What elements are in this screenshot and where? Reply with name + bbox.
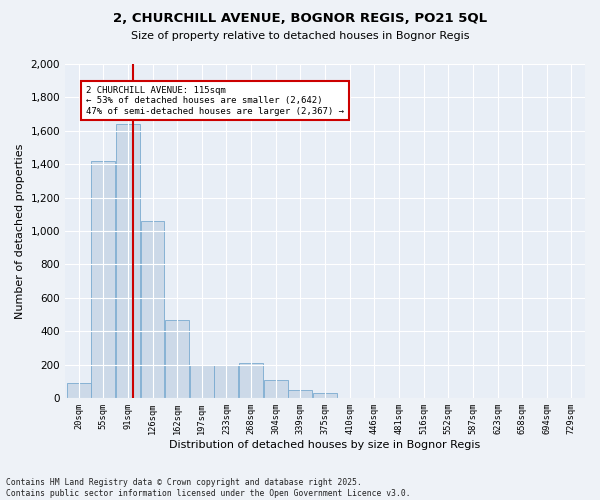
- Bar: [116, 124, 140, 398]
- Bar: [239, 363, 263, 398]
- Bar: [165, 320, 189, 398]
- Bar: [264, 380, 287, 398]
- Bar: [140, 221, 164, 398]
- Text: 2 CHURCHILL AVENUE: 115sqm
← 53% of detached houses are smaller (2,642)
47% of s: 2 CHURCHILL AVENUE: 115sqm ← 53% of deta…: [86, 86, 344, 116]
- Text: Contains HM Land Registry data © Crown copyright and database right 2025.
Contai: Contains HM Land Registry data © Crown c…: [6, 478, 410, 498]
- Text: Size of property relative to detached houses in Bognor Regis: Size of property relative to detached ho…: [131, 31, 469, 41]
- Bar: [214, 364, 238, 398]
- Text: 2, CHURCHILL AVENUE, BOGNOR REGIS, PO21 5QL: 2, CHURCHILL AVENUE, BOGNOR REGIS, PO21 …: [113, 12, 487, 26]
- Bar: [289, 390, 313, 398]
- Bar: [91, 161, 115, 398]
- Y-axis label: Number of detached properties: Number of detached properties: [15, 144, 25, 318]
- Bar: [190, 364, 214, 398]
- Bar: [67, 383, 91, 398]
- X-axis label: Distribution of detached houses by size in Bognor Regis: Distribution of detached houses by size …: [169, 440, 481, 450]
- Bar: [313, 393, 337, 398]
